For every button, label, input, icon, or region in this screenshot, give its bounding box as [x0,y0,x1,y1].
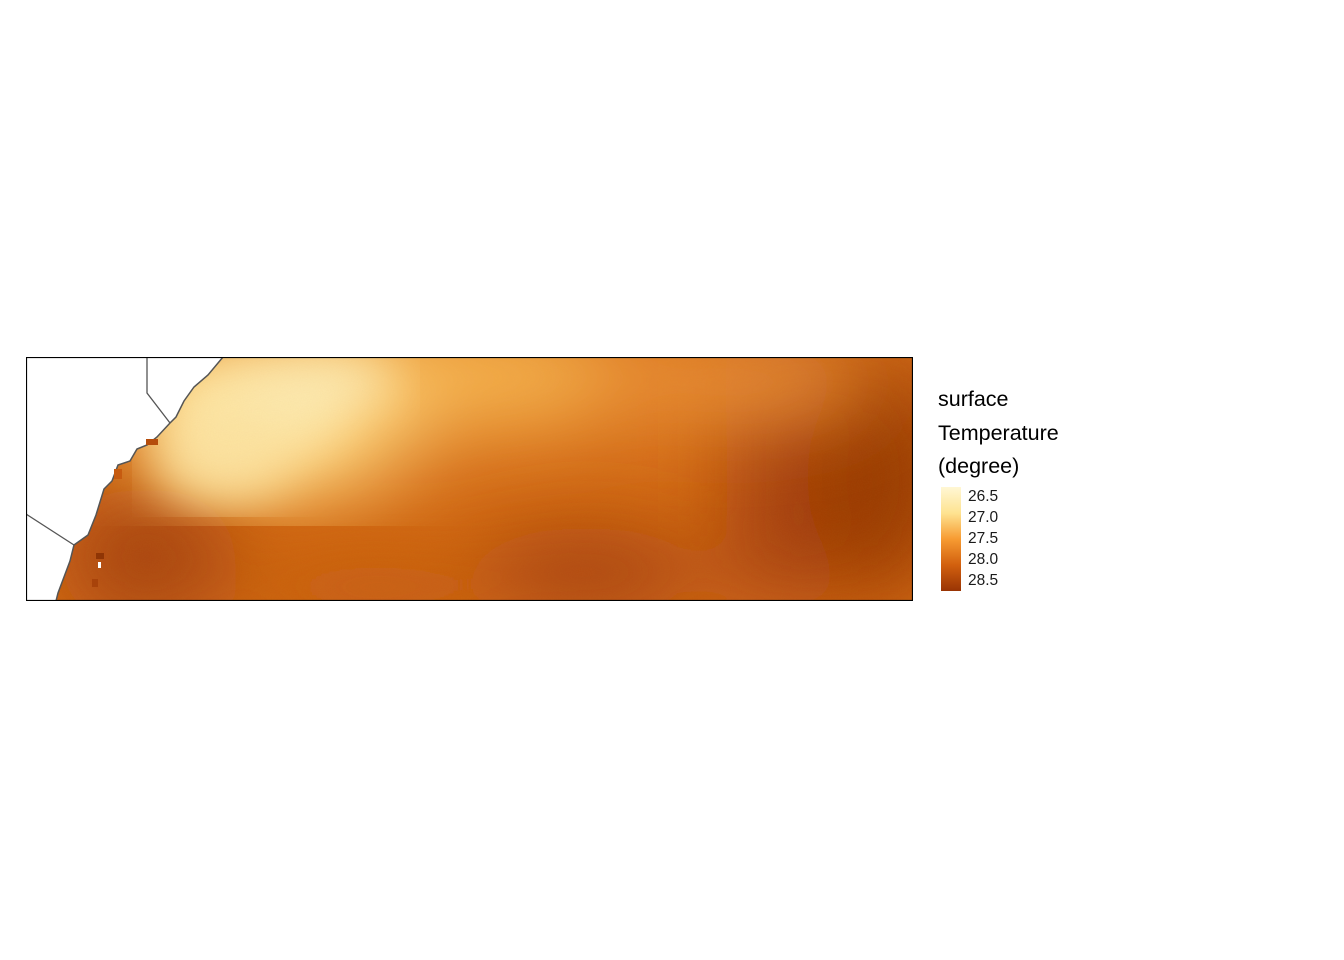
sst-map [26,357,913,601]
legend-color-bar [941,487,961,591]
legend-label-28-5: 28.5 [968,572,999,589]
legend-label-27-5: 27.5 [968,530,999,547]
legend-label-28-0: 28.0 [968,551,999,568]
legend-title-line-3: (degree) [938,454,1020,478]
color-legend: surface Temperature (degree) 26.5 27.0 2… [938,383,1138,603]
map-panel [26,357,913,601]
country-border-north [146,357,171,424]
coastal-pixels [92,439,158,587]
legend-label-26-5: 26.5 [968,488,999,505]
coastline [55,357,224,601]
legend-label-27-0: 27.0 [968,509,999,526]
country-border-south [26,513,75,546]
legend-title-line-1: surface [938,387,1009,411]
map-frame [26,357,913,601]
legend-title-line-2: Temperature [938,420,1059,445]
land-mass [26,357,223,601]
